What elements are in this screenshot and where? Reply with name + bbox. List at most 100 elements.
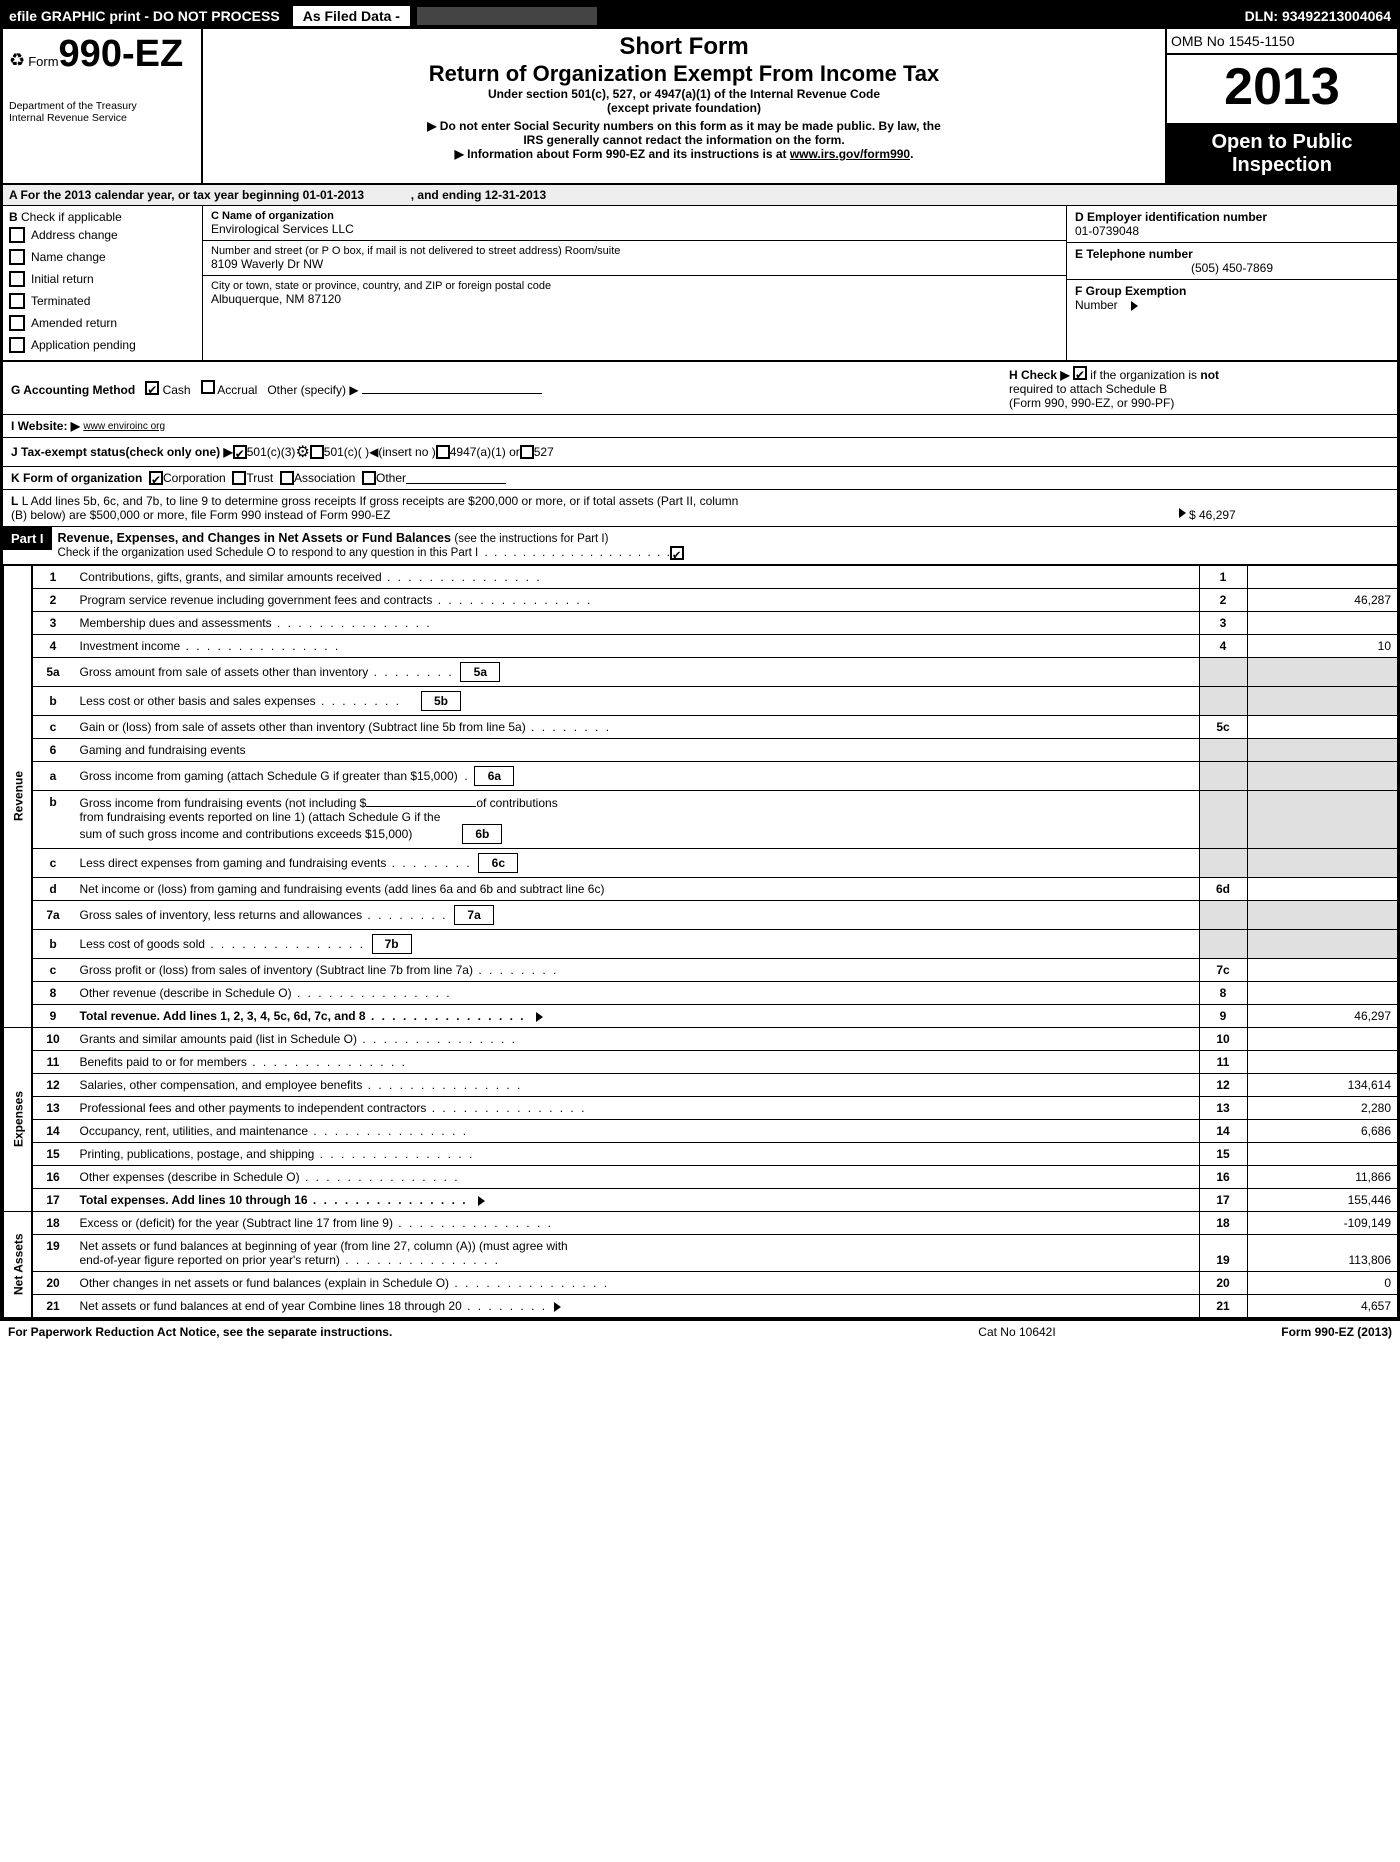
j-insert: ◀(insert no ) — [369, 445, 436, 459]
footer-mid: Cat No 10642I — [892, 1325, 1142, 1339]
chk-trust[interactable] — [232, 471, 246, 485]
g-other-blank[interactable] — [362, 382, 542, 394]
row-6b: b Gross income from fundraising events (… — [4, 790, 1398, 848]
chk-schedule-o[interactable]: ✔ — [670, 546, 684, 560]
chk-527[interactable] — [520, 445, 534, 459]
dln-label: DLN: 93492213004064 — [1239, 8, 1397, 24]
box-20: 20 — [1199, 1271, 1247, 1294]
info-about-pre: ▶ Information about Form 990-EZ and its … — [455, 147, 790, 161]
form-number: 990-EZ — [59, 33, 184, 75]
box-8: 8 — [1199, 981, 1247, 1004]
chk-other[interactable] — [362, 471, 376, 485]
desc-3: Membership dues and assessments — [74, 611, 1200, 634]
num-7a: 7a — [32, 900, 74, 929]
num-20: 20 — [32, 1271, 74, 1294]
row-20: 20 Other changes in net assets or fund b… — [4, 1271, 1398, 1294]
num-6c: c — [32, 848, 74, 877]
desc-13: Professional fees and other payments to … — [74, 1096, 1200, 1119]
side-netassets: Net Assets — [4, 1211, 32, 1317]
chk-501c[interactable] — [310, 445, 324, 459]
part1-sub1: (see the instructions for Part I) — [454, 533, 608, 545]
row-7b: b Less cost of goods sold 7b — [4, 929, 1398, 958]
arrow-icon — [554, 1302, 561, 1312]
j-opt2: 501(c)( ) — [324, 445, 369, 459]
efile-label: efile GRAPHIC print - DO NOT PROCESS — [3, 8, 286, 24]
val-6d — [1247, 877, 1397, 900]
row-a-end: , and ending 12-31-2013 — [411, 188, 546, 202]
row-5a: 5a Gross amount from sale of assets othe… — [4, 657, 1398, 686]
recycle-icon: ♻ — [9, 50, 25, 70]
num-16: 16 — [32, 1165, 74, 1188]
val-13: 2,280 — [1247, 1096, 1397, 1119]
line-l: L L Add lines 5b, 6c, and 7b, to line 9 … — [3, 490, 1397, 527]
footer-right: Form 990-EZ (2013) — [1142, 1325, 1392, 1339]
chk-corp[interactable]: ✔ — [149, 471, 163, 485]
chk-501c3[interactable]: ✔ — [233, 445, 247, 459]
h-pre: H Check ▶ — [1009, 368, 1070, 382]
desc-2: Program service revenue including govern… — [74, 588, 1200, 611]
i-value[interactable]: www enviroinc org — [83, 421, 165, 432]
line-h: H Check ▶ ✔ if the organization is not r… — [1009, 366, 1389, 410]
header-right: OMB No 1545-1150 2013 Open to Public Ins… — [1167, 29, 1397, 183]
desc-8: Other revenue (describe in Schedule O) — [74, 981, 1200, 1004]
chk-name-change[interactable]: Name change — [9, 246, 196, 268]
part1-header-row: Part I Revenue, Expenses, and Changes in… — [3, 527, 1397, 565]
arrow-icon — [478, 1196, 485, 1206]
val-14: 6,686 — [1247, 1119, 1397, 1142]
part1-sub2: Check if the organization used Schedule … — [58, 547, 684, 559]
box-4: 4 — [1199, 634, 1247, 657]
desc-4: Investment income — [74, 634, 1200, 657]
side-expenses: Expenses — [4, 1027, 32, 1211]
box-7c: 7c — [1199, 958, 1247, 981]
omb-number: OMB No 1545-1150 — [1167, 29, 1397, 55]
chk-amended-return[interactable]: Amended return — [9, 312, 196, 334]
chk-address-change[interactable]: Address change — [9, 224, 196, 246]
k-other-blank[interactable] — [406, 472, 506, 484]
footer-left: For Paperwork Reduction Act Notice, see … — [8, 1325, 892, 1339]
j-text: J Tax-exempt status(check only one) ▶ — [11, 445, 233, 459]
val-4: 10 — [1247, 634, 1397, 657]
val-5a — [1247, 657, 1397, 686]
val-6a — [1247, 761, 1397, 790]
box-6b — [1199, 790, 1247, 848]
as-filed-label: As Filed Data - — [292, 5, 411, 27]
box-15: 15 — [1199, 1142, 1247, 1165]
chk-application-pending[interactable]: Application pending — [9, 334, 196, 356]
desc-12: Salaries, other compensation, and employ… — [74, 1073, 1200, 1096]
part1-table: Revenue 1 Contributions, gifts, grants, … — [3, 565, 1397, 1318]
desc-6c: Less direct expenses from gaming and fun… — [74, 848, 1200, 877]
desc-15: Printing, publications, postage, and shi… — [74, 1142, 1200, 1165]
row-14: 14 Occupancy, rent, utilities, and maint… — [4, 1119, 1398, 1142]
chk-h[interactable]: ✔ — [1073, 366, 1087, 380]
footer-row: For Paperwork Reduction Act Notice, see … — [0, 1321, 1400, 1343]
c-name-row: C Name of organization Envirological Ser… — [203, 206, 1066, 241]
box-14: 14 — [1199, 1119, 1247, 1142]
chk-initial-return[interactable]: Initial return — [9, 268, 196, 290]
chk-accrual[interactable] — [201, 380, 215, 394]
chk-cash[interactable]: ✔ — [145, 381, 159, 395]
j-opt1: 501(c)(3) — [247, 445, 296, 459]
box-21: 21 — [1199, 1294, 1247, 1317]
side-revenue: Revenue — [4, 565, 32, 1027]
row-a-pre: A For the 2013 calendar year, or tax yea… — [9, 188, 364, 202]
l-text1: L Add lines 5b, 6c, and 7b, to line 9 to… — [22, 494, 739, 508]
row-6a: a Gross income from gaming (attach Sched… — [4, 761, 1398, 790]
chk-assoc[interactable] — [280, 471, 294, 485]
val-7a — [1247, 900, 1397, 929]
box-5b — [1199, 686, 1247, 715]
row-6c: c Less direct expenses from gaming and f… — [4, 848, 1398, 877]
val-6b — [1247, 790, 1397, 848]
num-10: 10 — [32, 1027, 74, 1050]
info-about: ▶ Information about Form 990-EZ and its … — [211, 147, 1157, 161]
info-link[interactable]: www.irs.gov/form990 — [790, 147, 910, 161]
box-3: 3 — [1199, 611, 1247, 634]
num-1: 1 — [32, 565, 74, 588]
val-15 — [1247, 1142, 1397, 1165]
num-15: 15 — [32, 1142, 74, 1165]
box-19: 19 — [1199, 1234, 1247, 1271]
donot-line1: ▶ Do not enter Social Security numbers o… — [211, 119, 1157, 133]
val-20: 0 — [1247, 1271, 1397, 1294]
chk-terminated[interactable]: Terminated — [9, 290, 196, 312]
row-15: 15 Printing, publications, postage, and … — [4, 1142, 1398, 1165]
chk-4947[interactable] — [436, 445, 450, 459]
